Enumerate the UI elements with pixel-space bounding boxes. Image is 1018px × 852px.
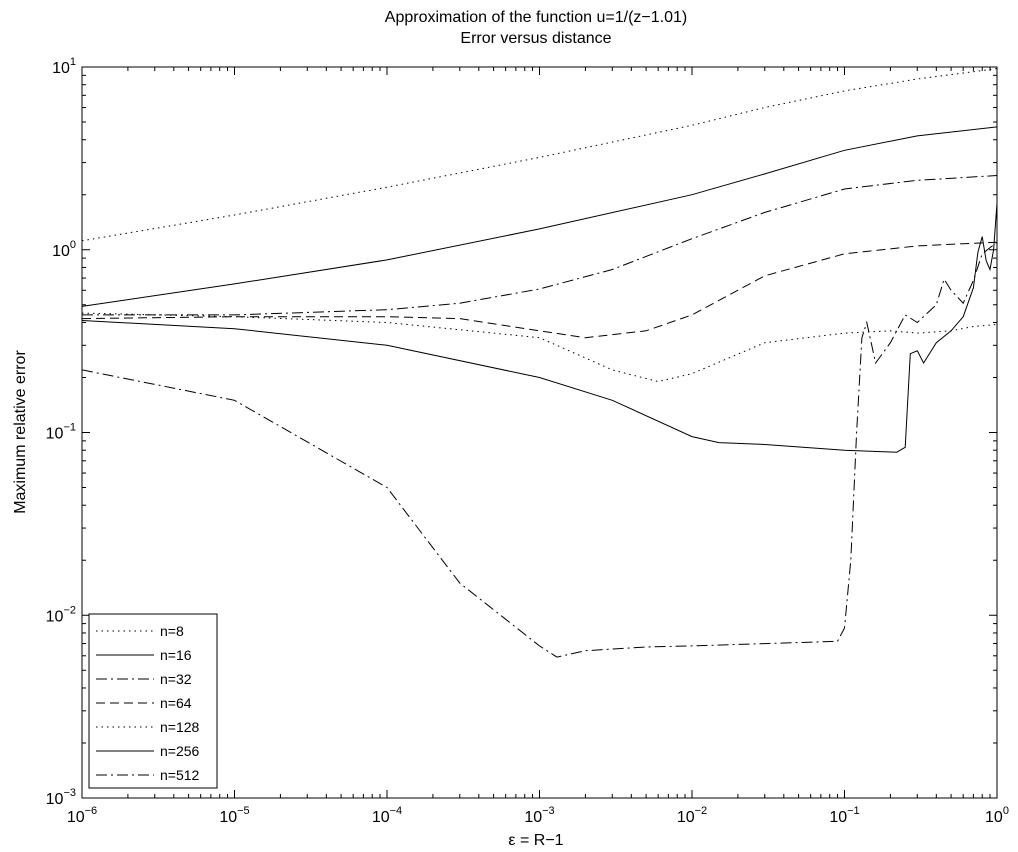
y-tick-label: 100	[52, 239, 76, 260]
series-line-n-256	[81, 203, 998, 453]
legend-label: n=64	[160, 695, 192, 711]
chart-subtitle: Error versus distance	[460, 30, 611, 47]
ticks-layer	[81, 66, 998, 799]
x-tick-label: 10−3	[524, 805, 554, 826]
series-line-n-16	[81, 126, 998, 307]
series-line-n-128	[81, 312, 998, 383]
series-line-n-512	[81, 241, 998, 658]
legend: n=8 n=16 n=32 n=64 n=128 n=256 n=512	[88, 613, 218, 789]
legend-label: n=8	[160, 623, 184, 639]
series-line-n-32	[82, 175, 998, 316]
y-tick-label: 10−3	[46, 787, 76, 808]
x-tick-label: 10−2	[677, 805, 707, 826]
tick-labels-layer: 10−6 10−5 10−4 10−3 10−2 10−1 100 10−3 10−2 10−1 1…	[46, 56, 1009, 826]
y-axis-label: Maximum relative error	[12, 350, 29, 514]
legend-label: n=32	[160, 671, 192, 687]
plot-frame	[81, 66, 998, 799]
x-tick-label: 10−4	[372, 805, 402, 826]
x-tick-label: 10−6	[67, 805, 97, 826]
x-axis-label: ε = R−1	[508, 832, 563, 849]
legend-label: n=256	[160, 743, 200, 759]
x-tick-label: 10−1	[829, 805, 859, 826]
series-line-n-8	[81, 68, 998, 242]
legend-box	[88, 613, 218, 789]
chart-title: Approximation of the function u=1/(z−1.0…	[385, 9, 687, 26]
legend-label: n=512	[160, 767, 200, 783]
series-line-n-64	[81, 241, 998, 339]
legend-label: n=128	[160, 719, 200, 735]
legend-label: n=16	[160, 647, 192, 663]
y-tick-label: 10−2	[46, 604, 76, 625]
y-tick-label: 101	[52, 56, 76, 77]
x-tick-label: 100	[985, 805, 1009, 826]
series-layer	[81, 68, 998, 658]
x-tick-label: 10−5	[219, 805, 249, 826]
y-tick-label: 10−1	[46, 422, 76, 443]
